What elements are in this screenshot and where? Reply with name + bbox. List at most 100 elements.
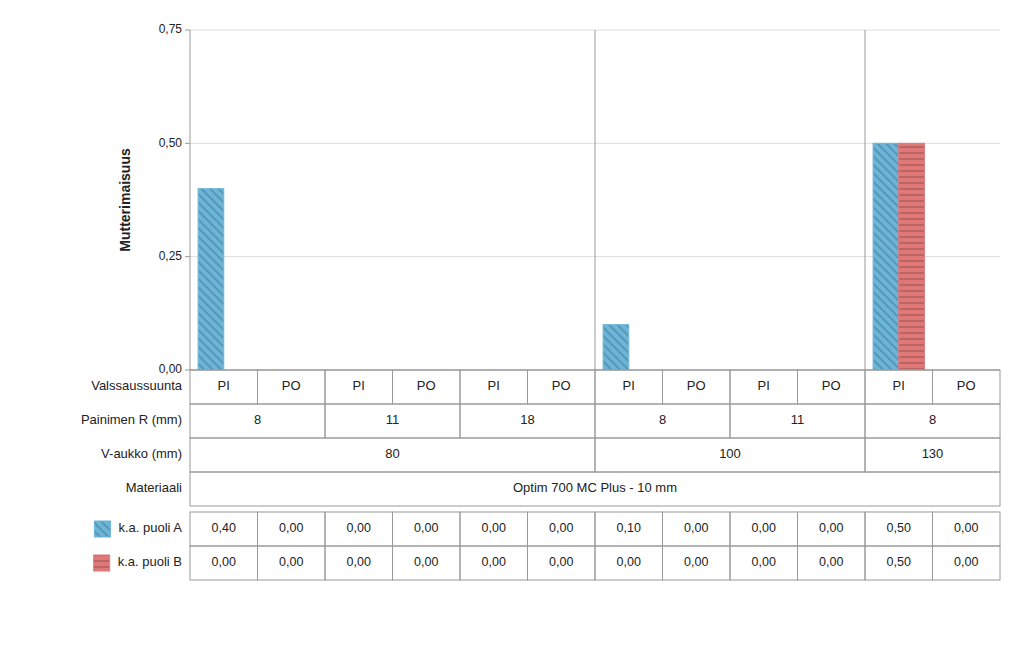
table-cell (865, 404, 1000, 438)
bars (198, 143, 924, 370)
table-value: 0,40 (212, 521, 236, 535)
category-label: PI (218, 378, 230, 393)
category-label: PO (687, 378, 706, 393)
table-cell (460, 546, 528, 580)
table-value: 0,00 (347, 521, 371, 535)
table-value: 0,00 (819, 521, 843, 535)
category-label: PO (957, 378, 976, 393)
table-cell (258, 546, 326, 580)
table-value: 0,00 (414, 521, 438, 535)
table-cell (595, 438, 865, 472)
table-value: 0,00 (617, 555, 641, 569)
category-label: 8 (254, 412, 261, 427)
table-cell (798, 370, 866, 404)
category-label: PO (417, 378, 436, 393)
category-label: PI (623, 378, 635, 393)
table-cell (190, 404, 325, 438)
table-cell (325, 512, 393, 546)
table-cell (393, 370, 461, 404)
tick-label: 0,25 (159, 249, 183, 263)
table-value: 0,00 (549, 521, 573, 535)
table-cell (663, 512, 731, 546)
tick-mark (185, 370, 190, 371)
table-value: 0,00 (954, 521, 978, 535)
category-label: 100 (719, 446, 741, 461)
category-label: 80 (385, 446, 399, 461)
table-cell (190, 472, 1000, 506)
table-value: 0,00 (752, 521, 776, 535)
table-cell (528, 512, 596, 546)
legend-label: k.a. puoli A (118, 520, 182, 535)
table-cell (933, 546, 1001, 580)
category-label: PO (822, 378, 841, 393)
table-cell (730, 546, 798, 580)
table-cell (190, 512, 258, 546)
table-cell (865, 438, 1000, 472)
legend-swatch (94, 555, 110, 571)
category-label: 130 (922, 446, 944, 461)
category-label: 11 (386, 412, 400, 427)
table-value: 0,00 (954, 555, 978, 569)
row-label: Valssaussuunta (91, 378, 183, 393)
table-value: 0,00 (482, 521, 506, 535)
category-label: 8 (659, 412, 666, 427)
table-cell (393, 546, 461, 580)
table-value: 0,00 (279, 555, 303, 569)
tick-mark (185, 30, 190, 31)
bar (873, 143, 899, 370)
grid-line (190, 370, 1000, 371)
table-value: 0,00 (482, 555, 506, 569)
table-cell (663, 370, 731, 404)
table-cell (663, 546, 731, 580)
category-label: PI (488, 378, 500, 393)
category-label: Optim 700 MC Plus - 10 mm (513, 480, 677, 495)
table: ValssaussuuntaPIPOPIPOPIPOPIPOPIPOPIPOPa… (81, 370, 1000, 580)
y-axis-label: Mutterimaisuus (117, 148, 133, 252)
row-label: V-aukko (mm) (101, 446, 182, 461)
legend-label: k.a. puoli B (118, 554, 182, 569)
group-separator (595, 30, 596, 370)
table-cell (933, 512, 1001, 546)
bar (603, 325, 629, 370)
table-cell (325, 546, 393, 580)
table-value: 0,00 (212, 555, 236, 569)
table-cell (393, 512, 461, 546)
row-label: Materiaali (126, 480, 182, 495)
table-cell (528, 370, 596, 404)
table-cell (460, 370, 528, 404)
y-axis-line (190, 30, 191, 370)
x-axis-line (190, 370, 1000, 371)
table-value: 0,00 (684, 521, 708, 535)
table-cell (595, 546, 663, 580)
table-cell (460, 512, 528, 546)
bar (198, 189, 224, 370)
table-cell (258, 370, 326, 404)
table-cell (595, 404, 730, 438)
legend-swatch (94, 521, 110, 537)
table-value: 0,10 (617, 521, 641, 535)
chart: 0,000,250,500,75MutterimaisuusValssaussu… (0, 0, 1024, 658)
table-value: 0,00 (347, 555, 371, 569)
category-label: PO (552, 378, 571, 393)
table-cell (190, 438, 595, 472)
table-cell (798, 546, 866, 580)
table-value: 0,00 (549, 555, 573, 569)
tick-label: 0,50 (159, 136, 183, 150)
table-cell (325, 370, 393, 404)
table-cell (190, 546, 258, 580)
category-label: 18 (520, 412, 534, 427)
category-label: PI (758, 378, 770, 393)
table-cell (190, 370, 258, 404)
table-cell (865, 512, 933, 546)
category-label: 8 (929, 412, 936, 427)
table-cell (595, 512, 663, 546)
table-cell (798, 512, 866, 546)
tick-mark (185, 256, 190, 257)
table-value: 0,00 (819, 555, 843, 569)
table-cell (730, 512, 798, 546)
table-value: 0,00 (684, 555, 708, 569)
table-value: 0,00 (279, 521, 303, 535)
row-label: Painimen R (mm) (81, 412, 182, 427)
bar (899, 143, 925, 370)
tick-mark (185, 143, 190, 144)
